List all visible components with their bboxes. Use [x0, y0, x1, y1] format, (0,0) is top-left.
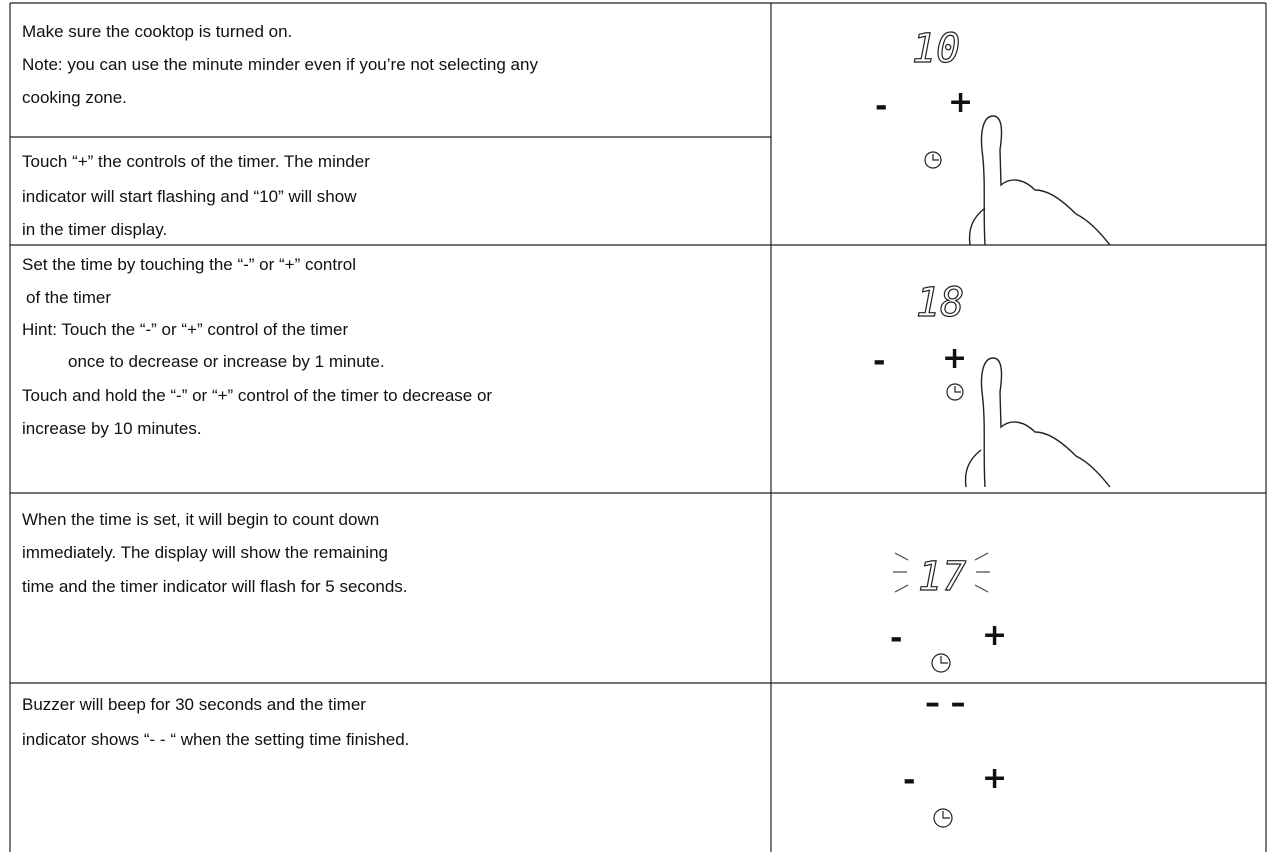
text-line: once to decrease or increase by 1 minute… [68, 352, 385, 371]
text-line: of the timer [26, 288, 112, 307]
text-line: When the time is set, it will begin to c… [22, 510, 380, 529]
text-line: Set the time by touching the “-” or “+” … [22, 255, 357, 274]
text-line: indicator shows “- - “ when the setting … [22, 730, 410, 749]
clock-icon [946, 383, 964, 401]
clock-icon [933, 808, 953, 828]
text-line: Make sure the cooktop is turned on. [22, 22, 293, 41]
flash-marks [893, 552, 990, 593]
display-digits: 18 [916, 280, 964, 326]
text-line: immediately. The display will show the r… [22, 543, 388, 562]
text-line: indicator will start flashing and “10” w… [22, 187, 357, 206]
minus-label: - [903, 763, 915, 798]
hand-icon [964, 357, 1111, 488]
text-line: time and the timer indicator will flash … [22, 577, 408, 596]
text-line: cooking zone. [22, 88, 127, 107]
text-line: Touch “+” the controls of the timer. The… [22, 152, 370, 171]
text-line: Touch and hold the “-” or “+” control of… [22, 386, 493, 405]
text-line: Note: you can use the minute minder even… [22, 55, 538, 74]
hand-icon [968, 115, 1111, 246]
text-line: increase by 10 minutes. [22, 419, 202, 438]
clock-icon [924, 151, 942, 169]
plus-label: + [982, 618, 1007, 653]
display-digits: – – [925, 686, 965, 721]
text-line: Hint: Touch the “-” or “+” control of th… [22, 320, 349, 339]
text-line: Buzzer will beep for 30 seconds and the … [22, 695, 366, 714]
display-digits: 17 [918, 554, 966, 600]
minus-label: - [875, 89, 887, 124]
clock-icon [931, 653, 951, 673]
plus-label: + [982, 761, 1007, 796]
minus-label: - [890, 621, 902, 656]
table-grid [9, 2, 1267, 852]
minus-label: - [873, 344, 885, 379]
plus-label: + [948, 85, 973, 120]
display-digits: 10 [912, 26, 960, 72]
text-line: in the timer display. [22, 220, 168, 239]
plus-label: + [942, 341, 967, 376]
